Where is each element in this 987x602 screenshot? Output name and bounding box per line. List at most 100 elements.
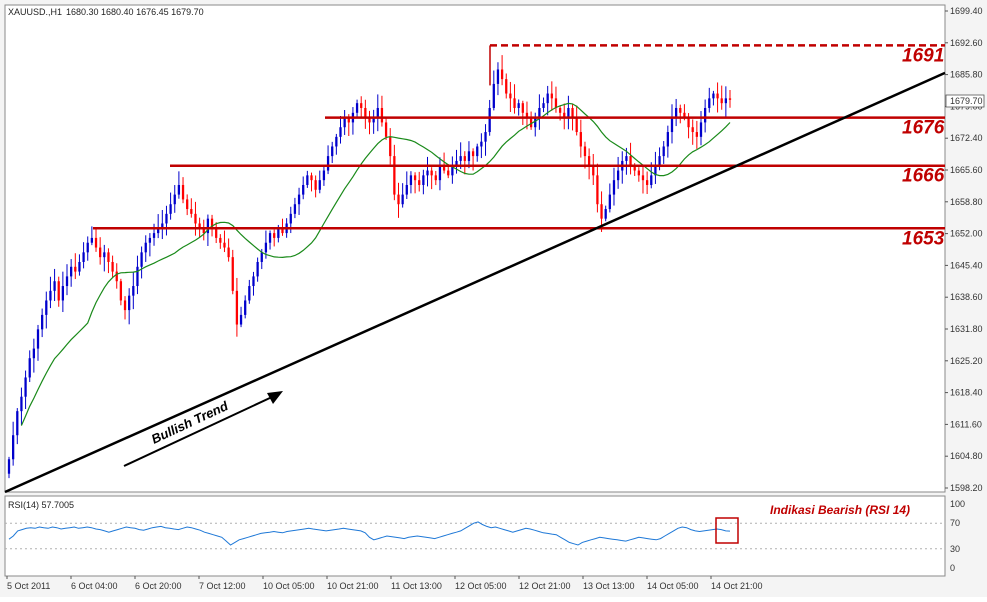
candle-body (471, 151, 475, 157)
candle-body (604, 209, 607, 219)
candle-body (281, 228, 284, 234)
candle-body (173, 194, 176, 205)
candle-body (49, 290, 52, 301)
candle-body (260, 252, 263, 262)
candle-body (554, 98, 558, 108)
candle-body (525, 112, 529, 118)
candle-body (206, 218, 210, 234)
rsi-line (8, 521, 731, 546)
candle-body (239, 314, 243, 325)
y-tick-label: 1631.80 (950, 324, 983, 334)
y-tick-label: 1665.60 (950, 165, 983, 175)
candle-body (181, 184, 185, 200)
candle-body (94, 237, 98, 248)
candle-body (476, 146, 479, 157)
candle-body (542, 103, 545, 108)
candle-body (152, 233, 156, 238)
rsi-highlight-box (715, 517, 739, 544)
candle-body (227, 247, 230, 258)
candle-body (641, 175, 645, 181)
candle-body (90, 237, 94, 243)
candle-body (128, 295, 131, 311)
candle-body (78, 261, 81, 272)
candle-body (612, 180, 616, 195)
candle-body (215, 228, 218, 238)
candle-body (418, 180, 421, 185)
y-tick-label: 1652.00 (950, 229, 983, 239)
x-tick-label: 7 Oct 12:00 (199, 581, 246, 591)
candle-body (140, 252, 143, 267)
candle-body (82, 252, 85, 262)
candle-body (107, 252, 110, 262)
candle-body (103, 252, 106, 258)
y-tick-label: 1645.40 (950, 260, 983, 270)
candle-body (331, 146, 334, 157)
current-price-label: 1679.70 (950, 96, 983, 106)
chart-header: XAUUSD.,H1 (8, 7, 62, 17)
candle-body (463, 156, 466, 161)
candle-body (670, 117, 674, 133)
candle-body (633, 165, 636, 171)
y-tick-label: 1672.40 (950, 133, 983, 143)
x-tick-label: 10 Oct 21:00 (327, 581, 379, 591)
candle-body (401, 194, 404, 205)
candle-body (186, 199, 189, 210)
candle-body (53, 281, 56, 291)
candle-body (165, 213, 168, 224)
candle-body (674, 107, 678, 118)
candle-body (699, 122, 703, 137)
candle-body (355, 103, 359, 113)
candle-body (210, 218, 214, 229)
candle-body (202, 228, 205, 234)
candle-body (99, 247, 102, 258)
candle-body (326, 156, 330, 171)
candle-body (529, 117, 533, 128)
level-label: 1653 (902, 228, 945, 249)
candle-body (119, 281, 123, 301)
candle-body (264, 242, 268, 253)
candle-body (28, 358, 31, 378)
candle-body (297, 194, 301, 205)
candle-body (32, 348, 36, 359)
candle-body (115, 271, 118, 282)
candle-body (650, 175, 653, 185)
rsi-tick-label: 100 (950, 499, 965, 509)
candle-body (86, 242, 89, 253)
candle-body (691, 127, 694, 133)
candlestick-series (7, 55, 732, 479)
level-label: 1691 (902, 45, 944, 66)
candle-body (219, 237, 222, 243)
y-tick-label: 1598.20 (950, 483, 983, 493)
candle-body (567, 107, 570, 118)
candle-body (136, 266, 139, 287)
candle-body (61, 286, 65, 301)
candle-body (273, 233, 276, 238)
candle-body (157, 228, 160, 234)
candle-body (277, 228, 280, 238)
candle-body (447, 170, 450, 176)
candle-body (583, 146, 587, 157)
candle-body (161, 223, 164, 229)
candle-body (534, 117, 537, 128)
current-price-box (945, 94, 985, 108)
candle-body (703, 107, 707, 123)
candle-body (190, 209, 193, 214)
candle-body (293, 204, 297, 214)
y-tick-label: 1611.60 (950, 419, 982, 429)
candle-body (571, 107, 574, 118)
x-tick-label: 14 Oct 21:00 (711, 581, 763, 591)
candle-body (496, 69, 500, 84)
candle-body (480, 141, 483, 147)
level-label: 1676 (902, 118, 945, 139)
candle-body (413, 175, 417, 181)
level-label: 1666 (902, 166, 945, 187)
candle-body (596, 175, 599, 205)
candle-body (666, 132, 669, 147)
x-tick-label: 14 Oct 05:00 (647, 581, 699, 591)
candle-body (600, 204, 603, 219)
chart-ohlc: 1680.30 1680.40 1676.45 1679.70 (66, 7, 204, 17)
candle-body (509, 93, 512, 99)
candle-body (322, 170, 326, 181)
